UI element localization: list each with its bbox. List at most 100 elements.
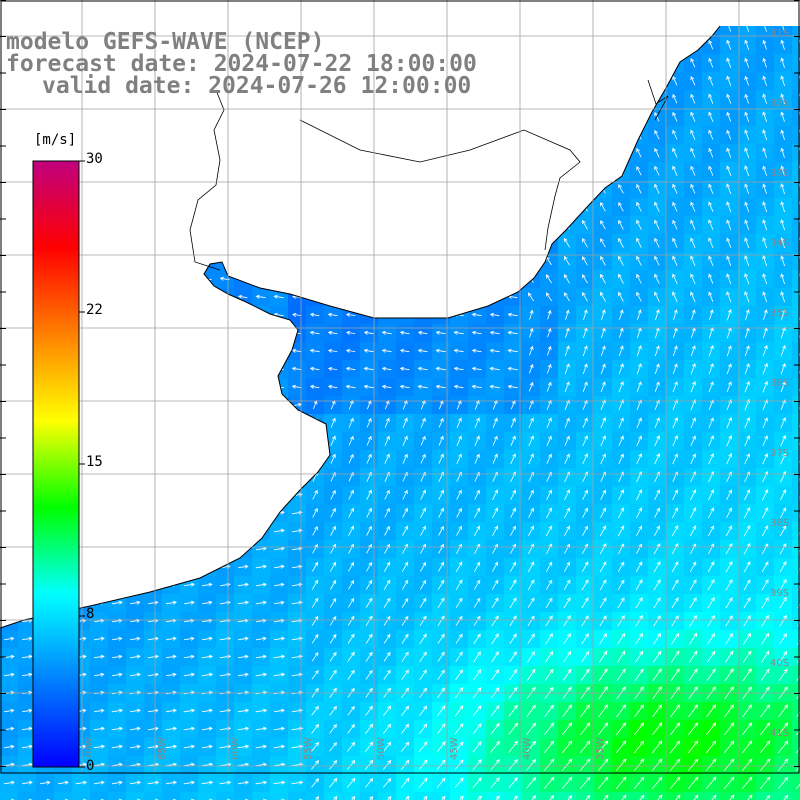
wind-arrow xyxy=(582,525,588,536)
wind-cell xyxy=(216,162,235,181)
wind-arrow xyxy=(744,435,750,447)
wind-cell xyxy=(468,180,487,199)
wind-arrow xyxy=(237,654,249,659)
wind-arrow xyxy=(454,777,464,789)
wind-cell xyxy=(216,432,235,451)
wind-arrow xyxy=(348,507,354,518)
wind-arrow xyxy=(690,201,696,212)
wind-arrow xyxy=(708,147,714,158)
wind-cell xyxy=(270,234,289,253)
wind-arrow xyxy=(690,435,696,447)
wind-arrow xyxy=(129,780,142,785)
wind-arrow xyxy=(112,564,123,569)
wind-arrow xyxy=(130,492,141,497)
wind-arrow xyxy=(672,201,678,212)
wind-arrow xyxy=(561,758,573,772)
wind-arrow xyxy=(273,330,284,335)
wind-arrow xyxy=(762,255,768,267)
wind-cell xyxy=(450,126,469,145)
wind-arrow xyxy=(743,632,752,645)
wind-arrow xyxy=(22,78,31,83)
wind-arrow xyxy=(672,255,678,266)
wind-arrow xyxy=(363,276,374,281)
wind-cell xyxy=(126,270,145,289)
wind-arrow xyxy=(672,39,678,50)
wind-arrow xyxy=(707,632,715,645)
wind-arrow xyxy=(708,129,714,140)
wind-arrow xyxy=(384,507,390,518)
wind-cell xyxy=(414,26,433,37)
wind-arrow xyxy=(237,798,250,800)
wind-arrow xyxy=(345,312,356,317)
wind-cell xyxy=(162,522,181,541)
wind-cell xyxy=(540,72,559,91)
wind-cell xyxy=(252,234,271,253)
wind-arrow xyxy=(348,453,354,464)
wind-cell xyxy=(234,126,253,145)
wind-arrow xyxy=(510,489,516,500)
wind-arrow xyxy=(563,597,571,609)
wind-arrow xyxy=(327,348,338,353)
wind-arrow xyxy=(691,5,695,14)
wind-arrow xyxy=(708,345,714,357)
latitude-label: 32S xyxy=(770,98,789,109)
wind-arrow xyxy=(22,294,32,299)
wind-arrow xyxy=(201,294,212,299)
wind-arrow xyxy=(564,202,570,212)
wind-cell xyxy=(540,36,559,55)
wind-arrow xyxy=(436,26,445,29)
wind-arrow xyxy=(780,399,786,411)
wind-arrow xyxy=(292,168,301,173)
wind-arrow xyxy=(400,795,410,800)
wind-arrow xyxy=(347,615,355,626)
wind-arrow xyxy=(255,798,268,800)
wind-arrow xyxy=(257,7,265,10)
wind-arrow xyxy=(455,561,463,573)
wind-arrow xyxy=(529,345,534,356)
wind-arrow xyxy=(472,795,482,800)
wind-cell xyxy=(108,522,127,541)
wind-cell xyxy=(198,360,217,379)
wind-cell xyxy=(90,180,109,199)
wind-arrow xyxy=(582,435,588,447)
wind-arrow xyxy=(474,435,480,446)
wind-arrow xyxy=(148,204,158,209)
wind-arrow xyxy=(526,704,536,717)
wind-arrow xyxy=(600,399,606,411)
wind-arrow xyxy=(454,26,463,29)
wind-cell xyxy=(378,234,397,253)
wind-cell xyxy=(756,792,775,800)
wind-arrow xyxy=(472,723,482,735)
wind-arrow xyxy=(327,294,338,299)
wind-arrow xyxy=(130,564,141,569)
wind-cell xyxy=(792,26,800,37)
wind-arrow xyxy=(760,722,771,736)
wind-arrow xyxy=(201,528,213,533)
wind-cell xyxy=(468,198,487,217)
wind-cell xyxy=(162,324,181,343)
wind-arrow xyxy=(381,186,392,191)
wind-cell xyxy=(576,72,595,91)
wind-arrow xyxy=(564,381,570,393)
wind-arrow xyxy=(745,4,749,13)
wind-arrow xyxy=(130,240,140,245)
wind-cell xyxy=(360,126,379,145)
wind-arrow xyxy=(780,39,785,50)
wind-arrow xyxy=(707,543,715,555)
wind-cell xyxy=(792,252,800,271)
wind-arrow xyxy=(671,615,679,627)
wind-cell xyxy=(108,792,127,800)
wind-arrow xyxy=(419,669,427,681)
wind-arrow xyxy=(166,474,177,479)
wind-cell xyxy=(360,234,379,253)
wind-arrow xyxy=(4,402,15,407)
wind-cell xyxy=(684,36,703,55)
wind-arrow xyxy=(455,651,463,663)
wind-cell xyxy=(234,522,253,541)
wind-arrow xyxy=(563,256,570,266)
wind-cell xyxy=(594,72,613,91)
wind-arrow xyxy=(600,201,606,212)
wind-arrow xyxy=(526,795,537,800)
wind-arrow xyxy=(345,330,356,335)
wind-arrow xyxy=(309,312,320,317)
